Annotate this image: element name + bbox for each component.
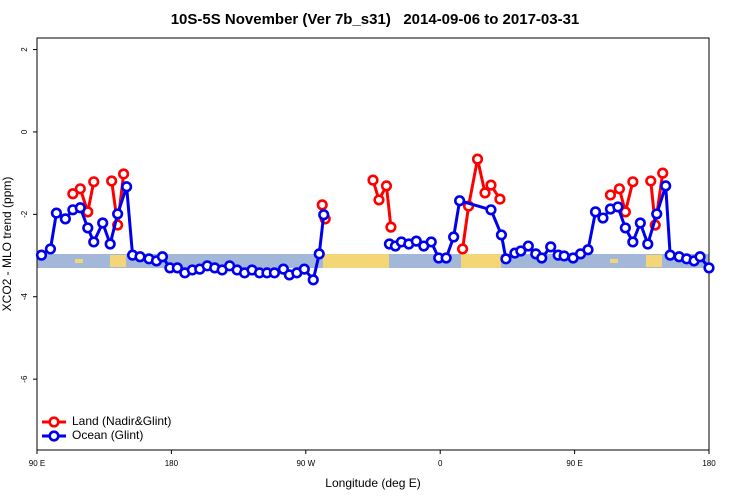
point bbox=[410, 235, 422, 247]
point bbox=[471, 153, 484, 165]
point bbox=[457, 243, 469, 255]
point bbox=[298, 263, 310, 275]
legend-label: Ocean (Glint) bbox=[72, 428, 143, 442]
point bbox=[74, 202, 86, 214]
point bbox=[627, 176, 639, 188]
x-tick-label: 180 bbox=[165, 459, 179, 468]
x-tick-label: 180 bbox=[702, 459, 716, 468]
point bbox=[657, 167, 669, 179]
point bbox=[385, 221, 397, 233]
x-tick-label: 90 E bbox=[566, 459, 582, 468]
point bbox=[515, 245, 527, 257]
point bbox=[104, 238, 116, 250]
y-tick-label: 0 bbox=[20, 129, 29, 134]
point bbox=[627, 236, 639, 248]
point bbox=[589, 206, 602, 218]
point bbox=[59, 213, 71, 225]
point bbox=[597, 212, 609, 224]
point bbox=[171, 262, 183, 274]
point bbox=[120, 181, 133, 193]
point bbox=[485, 179, 497, 191]
point bbox=[307, 274, 319, 286]
y-tick-label: -6 bbox=[20, 375, 29, 383]
point bbox=[112, 208, 124, 220]
land-patch bbox=[323, 254, 389, 268]
point bbox=[454, 195, 466, 207]
point bbox=[634, 217, 646, 229]
point bbox=[664, 249, 676, 261]
point bbox=[380, 180, 393, 192]
point bbox=[645, 175, 657, 187]
point bbox=[118, 168, 130, 180]
point bbox=[613, 183, 626, 195]
point bbox=[156, 251, 169, 263]
point bbox=[500, 253, 512, 265]
land-patch bbox=[461, 254, 501, 268]
point bbox=[35, 249, 48, 261]
point bbox=[134, 251, 146, 263]
point bbox=[88, 236, 100, 248]
y-tick-label: -4 bbox=[20, 293, 29, 301]
point bbox=[545, 241, 557, 253]
point bbox=[448, 231, 460, 243]
point bbox=[619, 222, 631, 234]
point bbox=[582, 244, 594, 256]
y-tick-label: 2 bbox=[20, 47, 29, 52]
point bbox=[313, 248, 325, 260]
x-tick-label: 0 bbox=[438, 459, 443, 468]
land-patch bbox=[646, 255, 662, 267]
point bbox=[494, 193, 506, 205]
point bbox=[558, 250, 570, 262]
legend-label: Land (Nadir&Glint) bbox=[72, 414, 171, 428]
point bbox=[485, 204, 497, 216]
point bbox=[88, 176, 100, 188]
plot-frame bbox=[36, 37, 710, 451]
land-patch bbox=[110, 255, 126, 267]
point bbox=[50, 207, 63, 219]
point bbox=[318, 209, 330, 221]
point bbox=[44, 243, 57, 255]
point bbox=[440, 252, 452, 264]
point bbox=[612, 201, 624, 213]
point bbox=[660, 180, 672, 192]
y-axis-label: XCO2 - MLO trend (ppm) bbox=[0, 177, 14, 312]
point bbox=[316, 199, 328, 211]
point bbox=[367, 174, 379, 186]
point bbox=[651, 208, 663, 220]
legend: Land (Nadir&Glint)Ocean (Glint) bbox=[42, 414, 171, 442]
land-patch bbox=[610, 259, 618, 263]
point bbox=[97, 217, 109, 229]
point bbox=[268, 267, 281, 279]
chart-title: 10S-5S November (Ver 7b_s31) 2014-09-06 … bbox=[171, 11, 580, 28]
point bbox=[82, 222, 94, 234]
x-tick-label: 90 W bbox=[296, 459, 315, 468]
point bbox=[495, 229, 508, 241]
x-axis-label: Longitude (deg E) bbox=[325, 476, 420, 490]
point bbox=[694, 251, 706, 263]
x-tick-label: 90 E bbox=[29, 459, 45, 468]
point bbox=[604, 189, 617, 201]
y-tick-label: -2 bbox=[20, 210, 29, 218]
point bbox=[425, 236, 437, 248]
point bbox=[373, 194, 385, 206]
legend-marker bbox=[48, 430, 60, 442]
legend-marker bbox=[48, 416, 60, 428]
point bbox=[106, 175, 118, 187]
point bbox=[522, 240, 534, 252]
point bbox=[642, 238, 654, 250]
point bbox=[67, 188, 79, 200]
point bbox=[74, 183, 86, 195]
point bbox=[536, 252, 548, 264]
point bbox=[479, 187, 491, 199]
point bbox=[703, 262, 715, 274]
land-patch bbox=[75, 259, 83, 263]
